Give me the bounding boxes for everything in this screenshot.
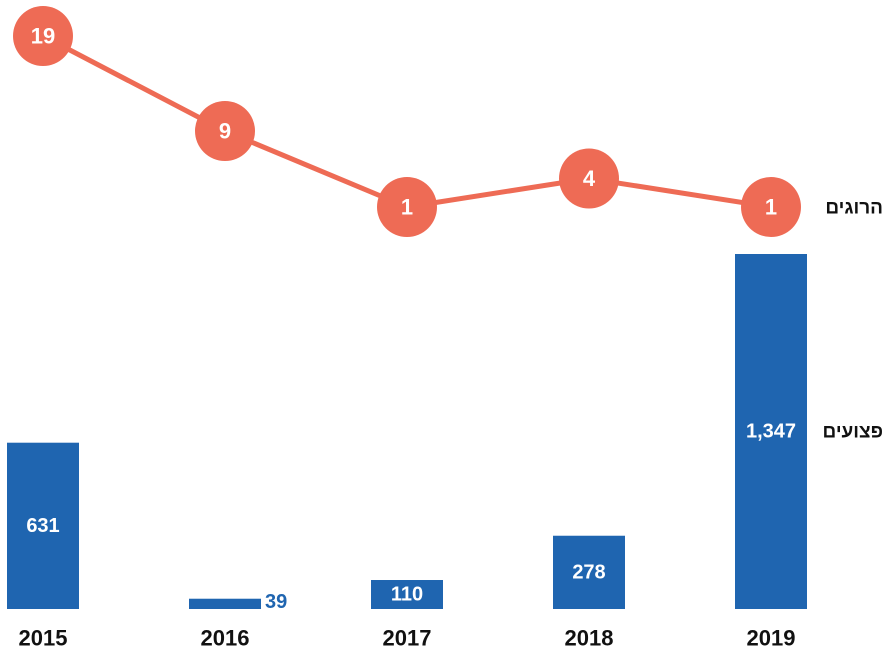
point	[195, 101, 255, 161]
value-label: 1	[401, 195, 413, 220]
point	[559, 148, 619, 209]
value-label: 9	[219, 119, 231, 144]
value-label: 278	[572, 561, 605, 583]
value-label: 631	[26, 515, 59, 537]
x-tick-label: 2018	[565, 626, 614, 651]
bar	[735, 254, 807, 609]
value-label: 1,347	[746, 421, 796, 443]
value-label: 1	[765, 195, 777, 220]
value-label: 39	[265, 591, 287, 613]
point	[377, 177, 437, 237]
point	[13, 6, 73, 66]
x-tick-label: 2019	[747, 626, 796, 651]
bar	[7, 442, 79, 609]
value-label: 19	[31, 24, 55, 49]
value-label: 4	[583, 166, 596, 191]
legend-label: הרוגים	[825, 198, 883, 219]
value-label: 110	[391, 584, 423, 606]
point	[741, 177, 801, 237]
x-tick-label: 2017	[383, 626, 432, 651]
legend-label: פצועים	[823, 422, 883, 443]
bar	[371, 580, 443, 609]
bar	[189, 598, 261, 609]
x-tick-label: 2015	[19, 626, 68, 651]
x-tick-label: 2016	[201, 626, 250, 651]
bar	[553, 535, 625, 609]
